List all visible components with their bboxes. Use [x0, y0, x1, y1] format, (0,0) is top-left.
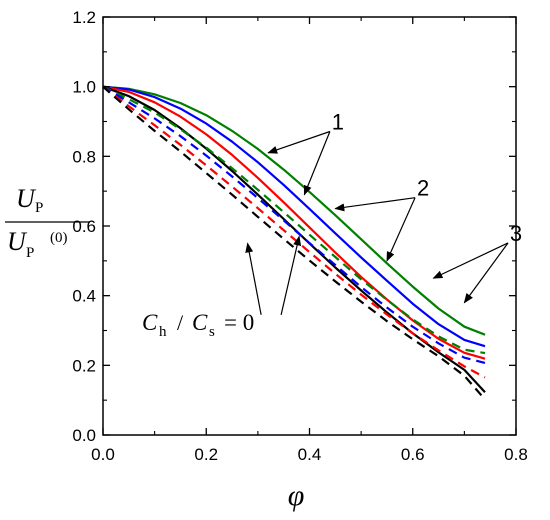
ch-cs-label-eq: = 0: [224, 310, 254, 335]
x-tick-label: 0.8: [504, 445, 528, 464]
cs-label-C: C: [192, 310, 208, 335]
y-label-numerator: U: [16, 184, 37, 213]
axes-group: 0.0 0.2 0.4 0.6 0.8 0.0 0.2 0.4 0.6 0.8 1.0 1.2: [72, 8, 527, 464]
y-tick-label: 0.0: [72, 426, 96, 445]
ch-cs-label: C h / C s = 0: [142, 310, 254, 340]
annotation-arrow: [386, 197, 416, 262]
y-tick-label: 1.2: [72, 8, 96, 27]
ch-label-C: C: [142, 310, 158, 335]
y-label-denominator-sub: P: [26, 245, 34, 261]
series-line-6-dashed: [102, 85, 486, 364]
y-axis-label: U P U P (0): [5, 184, 90, 261]
x-tick-label: 0.2: [194, 445, 218, 464]
y-tick-label: 1.0: [72, 78, 96, 97]
x-tick-label: 0.4: [298, 445, 322, 464]
annotation-arrow: [303, 131, 331, 196]
annotation-arrow: [267, 130, 331, 154]
y-label-denominator-sup: (0): [50, 230, 68, 246]
x-tick-label: 0.6: [401, 445, 425, 464]
y-label-denominator: U: [7, 227, 28, 256]
series-line-3-solid: [102, 85, 486, 360]
ch-label-slash: /: [177, 310, 184, 335]
y-label-numerator-sub: P: [35, 200, 43, 216]
x-tick-label: 0.0: [91, 445, 115, 464]
curve-group-label-1: 1: [332, 110, 344, 135]
annotation-arrow: [280, 235, 302, 315]
curve-group-label-3: 3: [510, 221, 522, 246]
curve-group-label-2: 2: [417, 176, 429, 201]
series-line-5-dashed: [102, 85, 486, 355]
series-line-2-solid: [102, 85, 486, 348]
annotation-arrow: [463, 242, 509, 304]
y-tick-label: 0.8: [72, 147, 96, 166]
y-tick-label: 0.6: [72, 217, 96, 236]
series-line-8-dashed: [102, 85, 486, 401]
annotation-arrow: [245, 242, 262, 315]
y-tick-label: 0.2: [72, 356, 96, 375]
annotations-group: 1 2 3: [245, 110, 522, 315]
y-tick-label: 0.4: [72, 287, 96, 306]
ch-label-sub-h: h: [159, 324, 167, 340]
series-line-1-solid: [102, 85, 486, 336]
series-group: [102, 85, 486, 401]
annotation-arrow: [432, 242, 509, 279]
cs-label-sub-s: s: [209, 324, 215, 340]
x-axis-label: φ: [288, 479, 305, 512]
annotation-arrow: [334, 197, 416, 212]
